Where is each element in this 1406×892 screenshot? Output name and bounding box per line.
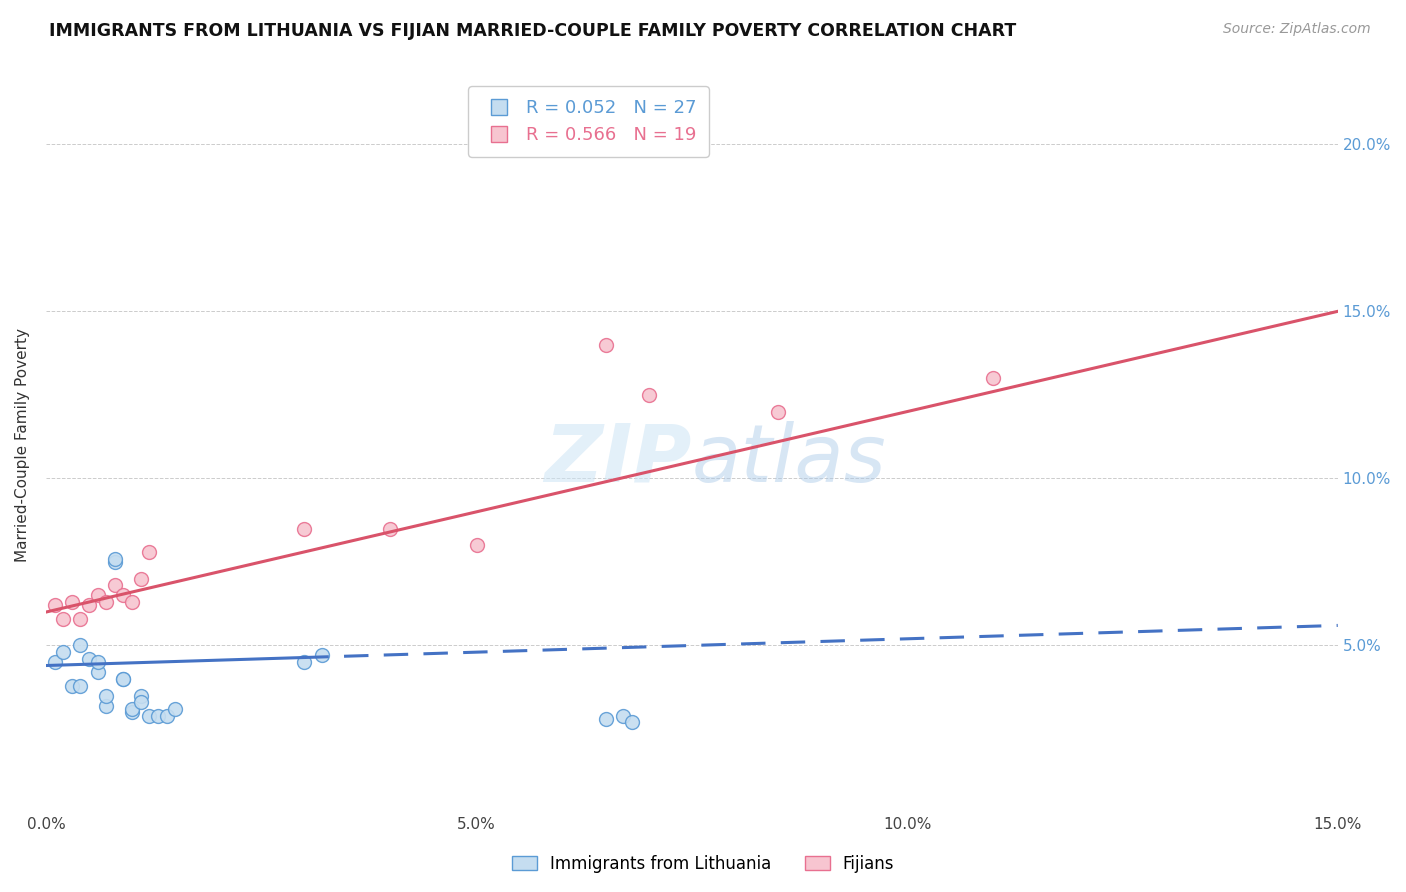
Point — [121, 702, 143, 716]
Point — [44, 655, 66, 669]
Point — [380, 522, 402, 536]
Point — [165, 702, 187, 716]
Point — [86, 588, 108, 602]
Point — [52, 612, 75, 626]
Point — [146, 708, 169, 723]
Point — [637, 388, 659, 402]
Point — [77, 599, 100, 613]
Point — [155, 708, 177, 723]
Point — [311, 648, 333, 663]
Point — [129, 572, 152, 586]
Point — [104, 555, 127, 569]
Point — [620, 715, 643, 730]
Point — [104, 578, 127, 592]
Point — [96, 689, 118, 703]
Point — [138, 708, 160, 723]
Point — [60, 595, 83, 609]
Point — [595, 337, 617, 351]
Point — [69, 639, 91, 653]
Point — [96, 595, 118, 609]
Point — [77, 652, 100, 666]
Point — [129, 695, 152, 709]
Point — [69, 679, 91, 693]
Point — [86, 655, 108, 669]
Point — [121, 706, 143, 720]
Y-axis label: Married-Couple Family Poverty: Married-Couple Family Poverty — [15, 328, 30, 562]
Point — [292, 655, 315, 669]
Point — [86, 665, 108, 680]
Point — [138, 545, 160, 559]
Legend: Immigrants from Lithuania, Fijians: Immigrants from Lithuania, Fijians — [505, 848, 901, 880]
Point — [112, 672, 135, 686]
Point — [60, 679, 83, 693]
Point — [52, 645, 75, 659]
Text: IMMIGRANTS FROM LITHUANIA VS FIJIAN MARRIED-COUPLE FAMILY POVERTY CORRELATION CH: IMMIGRANTS FROM LITHUANIA VS FIJIAN MARR… — [49, 22, 1017, 40]
Point — [129, 689, 152, 703]
Point — [465, 538, 488, 552]
Text: Source: ZipAtlas.com: Source: ZipAtlas.com — [1223, 22, 1371, 37]
Point — [121, 595, 143, 609]
Text: atlas: atlas — [692, 421, 887, 499]
Point — [96, 698, 118, 713]
Point — [981, 371, 1004, 385]
Point — [612, 708, 634, 723]
Point — [595, 712, 617, 726]
Point — [292, 522, 315, 536]
Legend: R = 0.052   N = 27, R = 0.566   N = 19: R = 0.052 N = 27, R = 0.566 N = 19 — [468, 87, 709, 157]
Point — [766, 404, 789, 418]
Point — [104, 551, 127, 566]
Text: ZIP: ZIP — [544, 421, 692, 499]
Point — [112, 588, 135, 602]
Point — [44, 599, 66, 613]
Point — [69, 612, 91, 626]
Point — [112, 672, 135, 686]
